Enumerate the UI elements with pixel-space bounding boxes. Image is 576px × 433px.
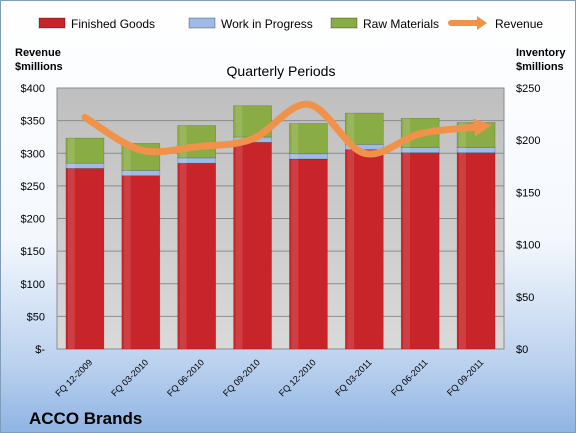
x-tick-label: FQ 06-2010 (165, 357, 206, 398)
bar-highlight (291, 158, 299, 349)
bar-finished-goods (289, 158, 328, 350)
x-tick-label: FQ 12-2009 (53, 357, 94, 398)
bar-highlight (459, 122, 466, 148)
x-tick-label: FQ 12-2010 (277, 357, 318, 398)
right-tick-label: $100 (516, 240, 540, 252)
left-tick-label: $400 (21, 83, 45, 95)
left-tick-label: $200 (21, 214, 45, 226)
bar-highlight (291, 153, 299, 159)
left-axis-label: Revenue (15, 47, 61, 59)
bar-highlight (67, 163, 75, 169)
left-tick-label: $50 (27, 311, 45, 323)
bar-highlight (235, 142, 243, 349)
bar-finished-goods (233, 141, 272, 350)
legend-swatch-raw-materials (330, 17, 358, 29)
left-axis-unit: $millions (15, 61, 63, 73)
x-tick-label: FQ 06-2011 (389, 357, 430, 398)
left-tick-label: $350 (21, 116, 45, 128)
revenue-line (81, 100, 492, 158)
bar-finished-goods (400, 152, 440, 350)
bar-highlight (179, 157, 187, 164)
bar-highlight (123, 175, 131, 349)
bar-raw-materials (345, 112, 384, 145)
right-tick-label: $200 (516, 135, 540, 147)
bar-finished-goods (456, 152, 496, 350)
left-tick-label: $150 (21, 246, 45, 258)
bar-highlight (403, 147, 411, 153)
bar-finished-goods (177, 162, 216, 350)
left-tick-label: $250 (21, 181, 45, 193)
bar-highlight (235, 105, 243, 138)
revenue-line-path (81, 100, 480, 158)
right-axis-label: Inventory (516, 47, 566, 59)
bar-highlight (347, 149, 355, 349)
bar-highlight (347, 113, 355, 145)
right-tick-label: $150 (516, 187, 540, 199)
x-tick-label: FQ 03-2010 (109, 357, 150, 398)
legend-label-finished-goods: Finished Goods (71, 17, 155, 31)
left-axis-ticks: $- $50 $100 $150 $200 $250 $300 $350 $400 (21, 83, 46, 356)
bar-highlight (403, 118, 411, 148)
right-axis-ticks: $0 $50 $100 $150 $200 $250 (516, 83, 540, 356)
bar-highlight (67, 138, 75, 164)
right-tick-label: $250 (516, 83, 540, 95)
bar-highlight (459, 147, 466, 153)
bar-raw-materials (289, 123, 328, 155)
bar-highlight (179, 125, 187, 158)
bar-highlight (123, 170, 131, 176)
x-tick-label: FQ 09-2010 (221, 357, 262, 398)
legend-swatch-finished-goods (38, 17, 66, 29)
legend-label-raw-materials: Raw Materials (363, 17, 439, 31)
bars (65, 105, 496, 350)
left-tick-label: $300 (21, 148, 45, 160)
legend-label-revenue: Revenue (495, 17, 543, 31)
x-tick-label: FQ 09-2011 (445, 357, 486, 398)
revenue-arrowhead (473, 118, 492, 137)
right-axis-unit: $millions (516, 61, 564, 73)
legend-arrow-icon (477, 16, 487, 30)
legend-label-work-in-progress: Work in Progress (221, 17, 313, 31)
company-name: ACCO Brands (29, 409, 142, 428)
bar-highlight (123, 143, 131, 171)
x-tick-label: FQ 03-2011 (333, 357, 374, 398)
bar-highlight (179, 163, 187, 349)
bar-raw-materials (65, 137, 105, 164)
legend-swatch-work-in-progress (188, 17, 216, 29)
right-tick-label: $0 (516, 344, 528, 356)
bar-finished-goods (121, 175, 161, 350)
bar-raw-materials (177, 125, 216, 159)
left-tick-label: $100 (21, 279, 45, 291)
left-tick-label: $- (35, 344, 45, 356)
right-tick-label: $50 (516, 292, 534, 304)
bar-highlight (403, 152, 411, 349)
bar-highlight (291, 123, 299, 154)
bar-highlight (67, 168, 75, 349)
chart-title: Quarterly Periods (227, 63, 336, 79)
legend: Finished Goods Work in Progress Raw Materi… (38, 16, 543, 31)
x-axis-ticks: FQ 12-2009 FQ 03-2010 FQ 06-2010 FQ 09-2010… (53, 357, 485, 398)
bar-finished-goods (345, 149, 384, 350)
bar-highlight (459, 152, 466, 349)
bar-finished-goods (65, 168, 105, 350)
